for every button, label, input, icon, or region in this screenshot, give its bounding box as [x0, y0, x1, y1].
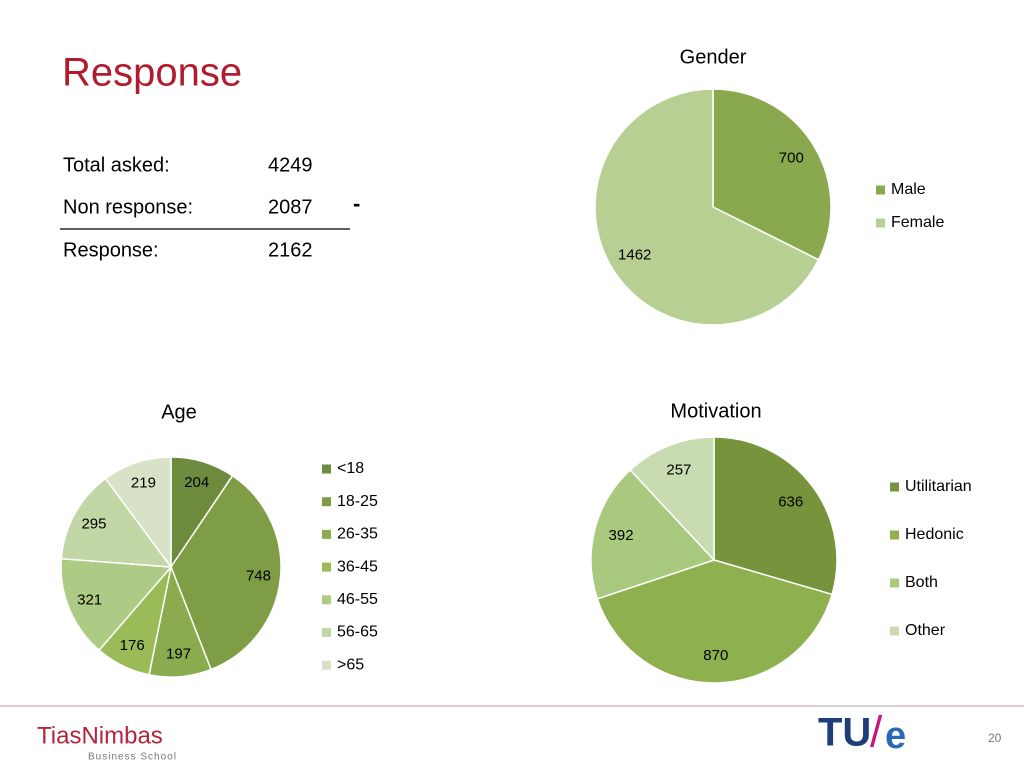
legend-label: 36-45: [337, 558, 378, 575]
table-value: 4249: [268, 154, 313, 176]
data-label: 204: [184, 474, 209, 491]
legend-label: 56-65: [337, 624, 378, 641]
legend-label: Utilitarian: [905, 478, 972, 495]
pie-slice: [629, 436, 715, 562]
legend-swatch: [322, 595, 331, 605]
table-label: Total asked:: [63, 154, 170, 176]
data-label: 257: [666, 462, 691, 479]
pie-slice: [170, 474, 282, 671]
data-label: 392: [609, 527, 634, 544]
data-label: 870: [703, 647, 728, 664]
pie-slice: [594, 88, 820, 326]
pie-slice: [60, 557, 173, 652]
legend-label: Both: [905, 574, 938, 591]
legend-label: Male: [891, 181, 926, 198]
data-label: 219: [131, 474, 156, 491]
logo-right: /: [870, 708, 883, 757]
data-label: 1462: [618, 246, 651, 263]
data-label: 176: [120, 637, 145, 654]
page-number: 20: [988, 731, 1002, 745]
pie-slice: [104, 456, 172, 570]
data-label: 636: [778, 493, 803, 510]
data-label: 321: [77, 592, 102, 609]
table-value: 2162: [268, 239, 313, 261]
logo-right: TU: [818, 711, 871, 755]
legend-label: 46-55: [337, 591, 378, 608]
legend-swatch: [322, 628, 331, 637]
data-label: 700: [779, 150, 804, 167]
slide-title: Response: [62, 51, 242, 95]
legend-label: 26-35: [337, 526, 378, 543]
pie-slice: [596, 559, 834, 684]
table-value: 2087: [268, 196, 313, 218]
table-label: Response:: [63, 239, 159, 261]
legend-swatch: [322, 562, 331, 572]
chart-title: Gender: [680, 46, 747, 68]
legend-swatch: [876, 185, 885, 195]
table-label: Non response:: [63, 196, 193, 218]
logo-right: e: [885, 715, 906, 757]
chart-title: Motivation: [670, 400, 761, 422]
pie-slice: [60, 477, 173, 568]
legend-swatch: [890, 626, 899, 636]
legend-swatch: [322, 497, 331, 507]
legend-swatch: [890, 530, 899, 540]
logo-left: TiasNimbas: [37, 722, 163, 749]
data-label: 748: [246, 568, 271, 585]
pie-slice: [712, 88, 832, 261]
legend-label: <18: [337, 460, 364, 477]
legend-swatch: [322, 660, 331, 670]
data-label: 197: [166, 646, 191, 663]
data-label: 295: [81, 515, 106, 532]
legend-swatch: [322, 464, 331, 474]
legend-label: >65: [337, 656, 364, 673]
legend-label: Other: [905, 622, 946, 639]
legend-swatch: [876, 218, 885, 228]
legend-label: Female: [891, 214, 944, 231]
logo-left-sub: Business School: [88, 752, 177, 763]
legend-label: 18-25: [337, 493, 378, 510]
legend-swatch: [890, 482, 899, 492]
table-operator: -: [353, 191, 360, 216]
legend-swatch: [890, 578, 899, 588]
chart-title: Age: [161, 401, 197, 423]
legend-label: Hedonic: [905, 526, 964, 543]
legend-swatch: [322, 529, 331, 539]
pie-slice: [713, 436, 838, 596]
pie-slice: [590, 468, 716, 600]
